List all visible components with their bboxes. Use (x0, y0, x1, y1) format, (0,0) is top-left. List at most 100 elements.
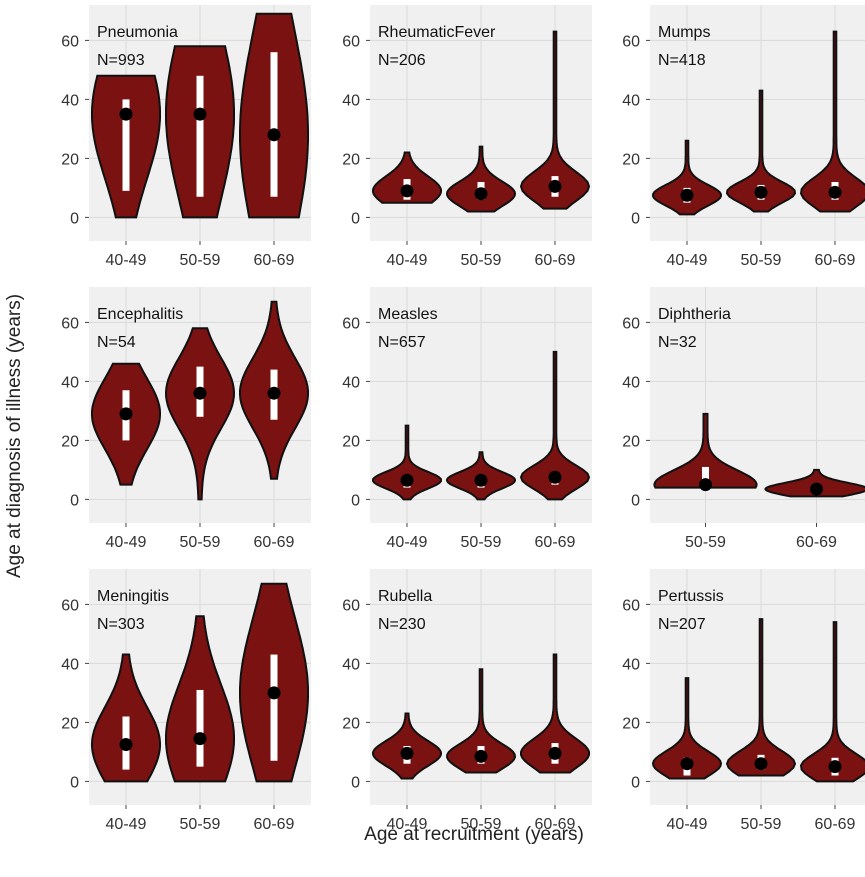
x-tick-label: 60-69 (535, 816, 576, 833)
y-tick-label: 40 (622, 92, 640, 109)
y-tick-label: 0 (631, 774, 640, 791)
median-point-60-69 (548, 470, 562, 484)
median-point-40-49 (680, 757, 694, 771)
violin-60-69 (799, 621, 865, 783)
panel-pneumonia: 0 20 40 60 40-49 50-59 60-69 Pneumonia N=993 (61, 5, 311, 269)
panel-title: Pneumonia (97, 24, 178, 41)
y-tick-label: 20 (342, 715, 360, 732)
violin-40-49 (371, 424, 443, 501)
panel-n-label: N=206 (378, 52, 426, 69)
violin-50-59 (445, 668, 517, 774)
y-tick-label: 0 (631, 492, 640, 509)
y-tick-label: 40 (61, 374, 79, 391)
panel-meningitis: 0 20 40 60 40-49 50-59 60-69 Meningitis N=303 (61, 569, 311, 833)
y-tick-label: 0 (70, 210, 79, 227)
median-point-50-59 (699, 478, 712, 492)
violin-50-59 (725, 618, 797, 777)
panel-title: Pertussis (658, 588, 724, 605)
y-tick-label: 20 (61, 715, 79, 732)
box-iqr-50-59 (702, 466, 709, 488)
median-point-40-49 (400, 184, 414, 198)
violin-60-69 (520, 653, 590, 774)
y-tick-label: 0 (70, 774, 79, 791)
y-tick-label: 20 (622, 151, 640, 168)
x-tick-label: 40-49 (106, 534, 147, 551)
y-tick-label: 20 (61, 151, 79, 168)
median-point-50-59 (193, 732, 207, 746)
panel-title: Measles (378, 306, 438, 323)
panel-title: RheumaticFever (378, 24, 496, 41)
median-point-50-59 (754, 757, 768, 771)
x-axis-title: Age at recruitment (years) (364, 824, 584, 845)
median-point-40-49 (400, 746, 414, 760)
y-tick-label: 60 (622, 315, 640, 332)
box-iqr-60-69 (270, 52, 278, 197)
panel-title: Diphtheria (658, 306, 731, 323)
median-point-60-69 (548, 179, 562, 193)
median-point-60-69 (267, 386, 281, 400)
panel-rheumaticfever: 0 20 40 60 40-49 50-59 60-69 RheumaticFever N=20… (342, 5, 592, 269)
panel-n-label: N=54 (97, 334, 136, 351)
panel-n-label: N=32 (658, 334, 697, 351)
x-tick-label: 60-69 (796, 534, 837, 551)
violin-40-49 (372, 151, 442, 204)
x-tick-label: 40-49 (106, 252, 147, 269)
median-point-50-59 (193, 107, 207, 121)
panel-n-label: N=418 (658, 52, 706, 69)
y-tick-label: 0 (70, 492, 79, 509)
y-tick-label: 20 (342, 433, 360, 450)
panel-title: Encephalitis (97, 306, 183, 323)
panel-pertussis: 0 20 40 60 40-49 50-59 60-69 Pertussis N=207 (622, 569, 865, 833)
median-point-60-69 (828, 760, 842, 774)
y-tick-label: 40 (61, 92, 79, 109)
x-tick-label: 50-59 (741, 816, 782, 833)
panel-n-label: N=657 (378, 334, 426, 351)
median-point-40-49 (680, 188, 694, 202)
x-tick-label: 60-69 (254, 534, 295, 551)
x-tick-label: 50-59 (180, 252, 221, 269)
y-tick-label: 20 (342, 151, 360, 168)
x-tick-label: 50-59 (741, 252, 782, 269)
median-point-60-69 (267, 686, 281, 700)
panel-diphtheria: 0 20 40 60 50-59 60-69 Diphtheria N=32 (622, 287, 865, 551)
violin-40-49 (651, 677, 723, 780)
median-point-60-69 (828, 185, 842, 199)
y-tick-label: 0 (351, 774, 360, 791)
x-tick-label: 60-69 (254, 252, 295, 269)
median-point-60-69 (548, 746, 562, 760)
x-tick-label: 60-69 (535, 252, 576, 269)
median-point-40-49 (119, 107, 133, 121)
x-axis-title-container: Age at recruitment (years) (0, 818, 865, 848)
x-tick-label: 50-59 (180, 534, 221, 551)
x-tick-label: 40-49 (387, 534, 428, 551)
panel-encephalitis: 0 20 40 60 40-49 50-59 60-69 Encephalitis N=54 (61, 287, 311, 551)
median-point-40-49 (400, 473, 414, 487)
violin-40-49 (651, 139, 723, 216)
y-tick-label: 60 (61, 33, 79, 50)
violin-60-69 (519, 350, 591, 501)
y-tick-label: 40 (622, 656, 640, 673)
x-tick-label: 60-69 (815, 252, 856, 269)
panel-title: Rubella (378, 588, 432, 605)
median-point-50-59 (193, 386, 207, 400)
panel-n-label: N=303 (97, 616, 145, 633)
y-tick-label: 40 (342, 374, 360, 391)
y-tick-label: 20 (61, 433, 79, 450)
violin-50-59 (445, 145, 517, 213)
x-tick-label: 40-49 (667, 252, 708, 269)
violin-60-69 (799, 30, 865, 213)
x-tick-label: 50-59 (685, 534, 726, 551)
violin-50-59 (725, 89, 797, 213)
panel-title: Meningitis (97, 588, 169, 605)
x-tick-label: 50-59 (461, 534, 502, 551)
median-point-50-59 (474, 187, 488, 201)
violin-50-59 (653, 412, 758, 489)
x-tick-label: 60-69 (254, 816, 295, 833)
median-point-50-59 (754, 185, 768, 199)
x-tick-label: 40-49 (667, 816, 708, 833)
y-tick-label: 40 (342, 92, 360, 109)
panel-n-label: N=230 (378, 616, 426, 633)
median-point-60-69 (810, 482, 823, 496)
median-point-40-49 (119, 738, 133, 752)
